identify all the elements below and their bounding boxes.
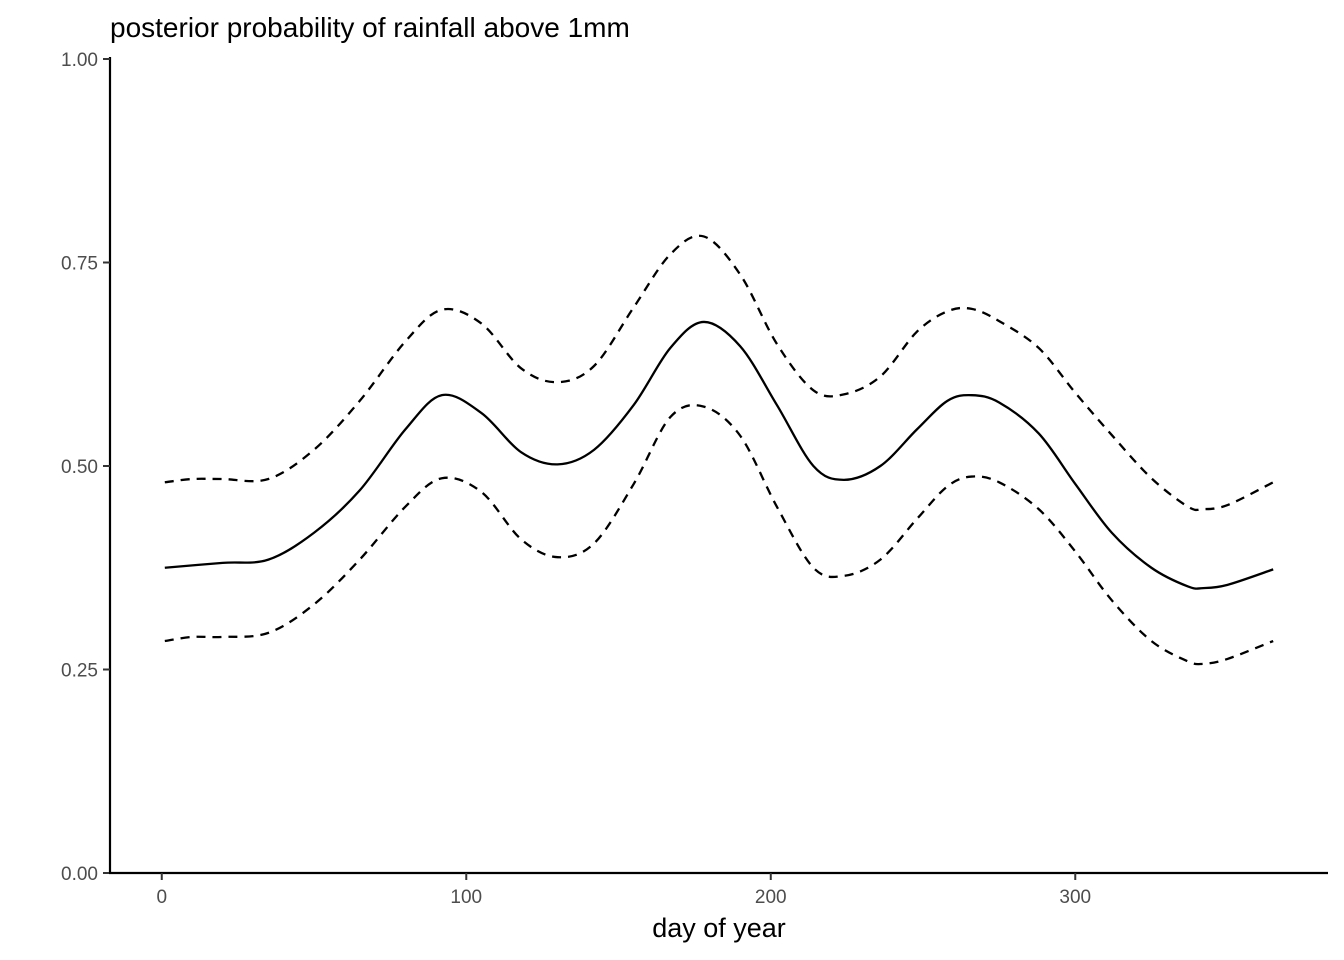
upper-interval-line — [164, 234, 1274, 512]
x-tick-label: 100 — [450, 887, 482, 908]
y-tick-label: 0.75 — [61, 254, 98, 275]
lower-interval-line — [164, 403, 1274, 666]
x-axis-title: day of year — [652, 913, 786, 943]
chart-title: posterior probability of rainfall above … — [110, 12, 630, 43]
y-tick-label: 0.25 — [61, 661, 98, 682]
x-tick-label: 200 — [755, 887, 787, 908]
y-tick-label: 0.50 — [61, 457, 98, 478]
y-tick-label: 0.00 — [61, 864, 98, 885]
x-axis: 0 100 200 300 — [109, 871, 1328, 908]
posterior-mean-line — [164, 320, 1274, 590]
x-tick-label: 0 — [156, 887, 167, 908]
plot-area — [164, 234, 1274, 666]
x-tick-label: 300 — [1059, 887, 1091, 908]
y-axis: 0.00 0.25 0.50 0.75 1.00 — [61, 50, 112, 885]
y-tick-label: 1.00 — [61, 50, 98, 71]
